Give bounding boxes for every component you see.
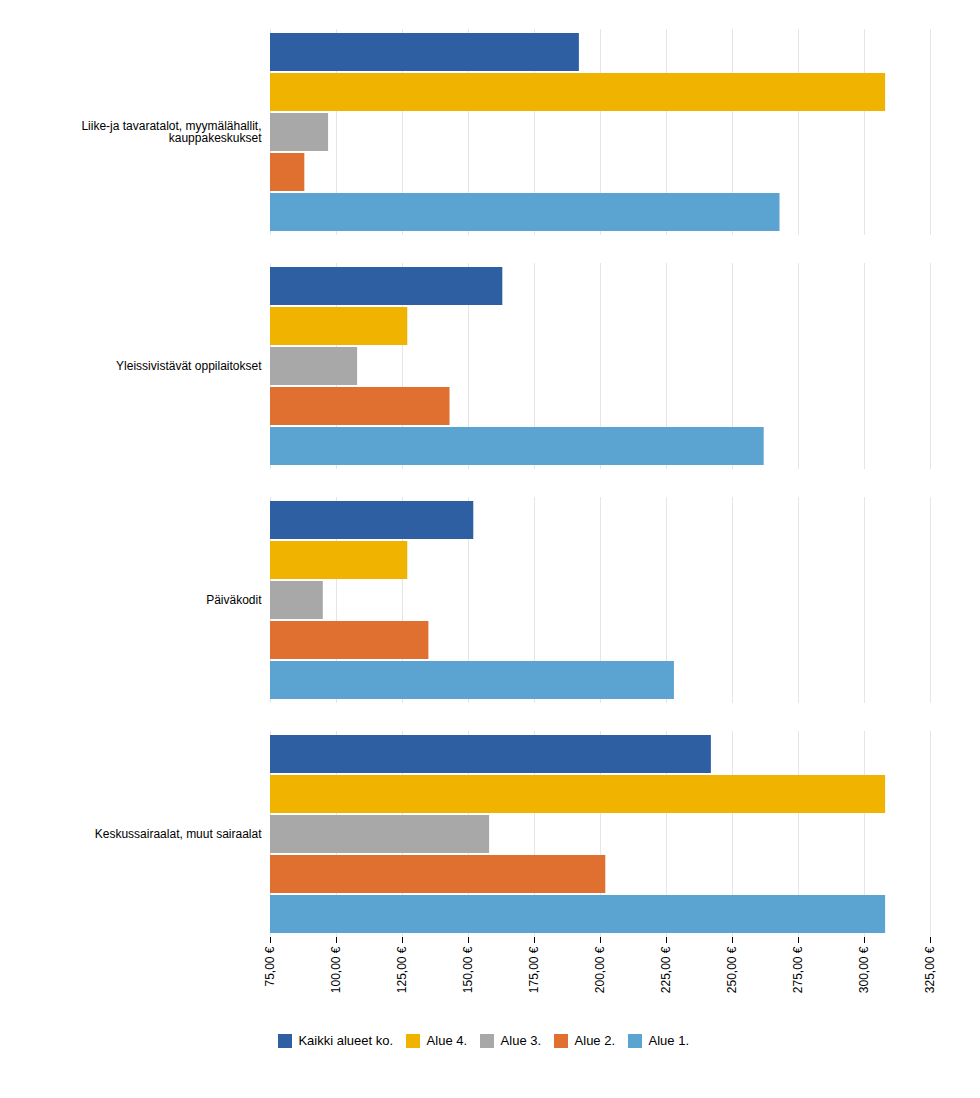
svg-text:275,00 €: 275,00 € [791,946,805,993]
html-text:Alue 4.: Alue 4. [426,1033,468,1048]
svg-text:100,00 €: 100,00 € [329,946,343,993]
svg-text:225,00 €: 225,00 € [659,946,673,993]
html-text:Alue 2.: Alue 2. [574,1033,616,1048]
svg-text:200,00 €: 200,00 € [593,946,607,993]
html-text:Alue 3.: Alue 3. [500,1033,542,1048]
svg-text:325,00 €: 325,00 € [923,946,937,993]
svg-text:Keskussairaalat, muut sairaala: Keskussairaalat, muut sairaalat [95,827,262,841]
svg-text:175,00 €: 175,00 € [527,946,541,993]
svg-text:300,00 €: 300,00 € [857,946,871,993]
svg-text:Yleissivistävät oppilaitokset: Yleissivistävät oppilaitokset [116,359,262,373]
svg-text:250,00 €: 250,00 € [725,946,739,993]
html-text:Kaikki alueet ko.: Kaikki alueet ko. [298,1033,394,1048]
svg-text:75,00 €: 75,00 € [263,946,277,986]
svg-text:150,00 €: 150,00 € [461,946,475,993]
svg-text:125,00 €: 125,00 € [395,946,409,993]
svg-text:Päiväkodit: Päiväkodit [206,593,262,607]
html-text:Alue 1.: Alue 1. [648,1033,689,1048]
svg-text:Liike-ja tavaratalot, myymäläh: Liike-ja tavaratalot, myymälähallit,kaup… [81,119,262,145]
